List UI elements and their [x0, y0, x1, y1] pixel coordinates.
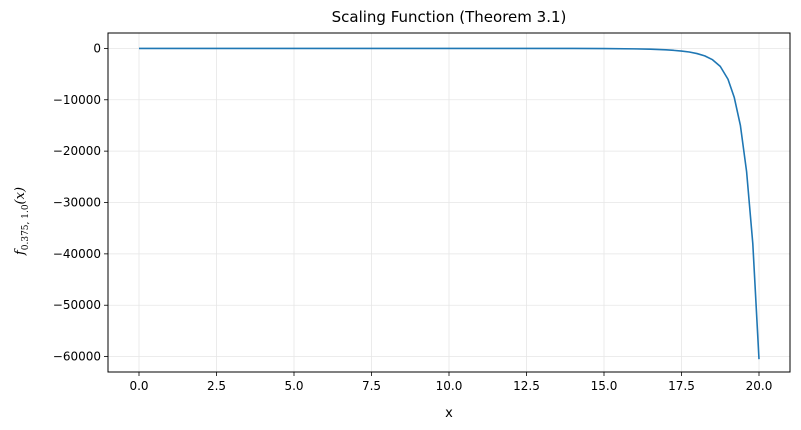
- y-tick-label: −60000: [53, 350, 101, 364]
- x-tick-label: 15.0: [591, 379, 618, 393]
- y-tick-label: −30000: [53, 196, 101, 210]
- x-tick-label: 20.0: [746, 379, 773, 393]
- y-tick-label: −20000: [53, 144, 101, 158]
- x-tick-label: 10.0: [436, 379, 463, 393]
- y-axis-label-argument: (x): [13, 187, 28, 204]
- x-tick-label: 17.5: [668, 379, 695, 393]
- chart-title: Scaling Function (Theorem 3.1): [332, 8, 567, 26]
- x-tick-label: 5.0: [284, 379, 303, 393]
- y-tick-label: 0: [93, 41, 101, 55]
- x-tick-label: 2.5: [207, 379, 226, 393]
- x-tick-label: 12.5: [513, 379, 540, 393]
- y-tick-label: −40000: [53, 247, 101, 261]
- y-tick-label: −10000: [53, 93, 101, 107]
- x-tick-label: 0.0: [129, 379, 148, 393]
- y-tick-label: −50000: [53, 298, 101, 312]
- y-axis-label-subscript: 0.375, 1.0: [21, 204, 31, 250]
- x-tick-label: 7.5: [362, 379, 381, 393]
- x-axis-label: x: [445, 406, 453, 421]
